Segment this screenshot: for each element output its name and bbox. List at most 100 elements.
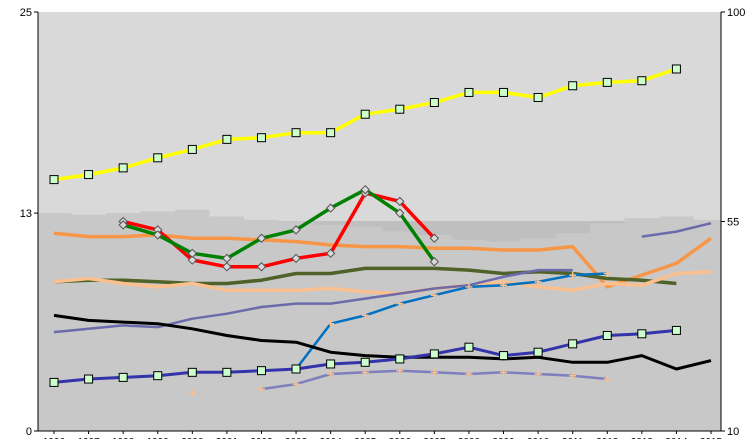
x-tick-label: 1996: [43, 437, 66, 439]
data-point-blue: [396, 300, 404, 308]
data-point-purple: [569, 372, 577, 380]
x-tick-label: 2013: [631, 437, 654, 439]
data-point-yellow: [360, 109, 370, 119]
data-point-navy: [84, 374, 94, 384]
axis-layer: 0 13 25 10 55 100 1996 1997 1998 1999 2000 2001 2002…: [20, 7, 746, 439]
x-tick-label: 2007: [423, 437, 446, 439]
data-point-isolated: [188, 388, 196, 396]
data-point-yellow: [222, 134, 232, 144]
data-point-blue: [327, 320, 335, 328]
data-point-green: [153, 230, 163, 240]
y-left-tick-label: 25: [20, 7, 32, 19]
data-point-blue: [465, 283, 473, 291]
data-point-yellow: [187, 144, 197, 154]
data-point-navy: [568, 339, 578, 349]
data-point-purple: [257, 385, 265, 393]
x-tick-label: 2002: [250, 437, 273, 439]
series-line-slateblue: [53, 221, 712, 334]
data-point-red: [187, 255, 198, 265]
marker-layer: [49, 64, 681, 396]
data-point-purple: [396, 367, 404, 375]
series-line-blue: [295, 272, 608, 370]
data-point-red: [291, 253, 301, 264]
data-point-purple: [465, 370, 473, 378]
data-point-red: [429, 233, 440, 243]
data-point-yellow: [49, 175, 59, 185]
data-point-yellow: [153, 153, 163, 163]
x-tick-label: 2015: [700, 437, 723, 439]
data-point-navy: [464, 342, 474, 352]
x-tick-label: 1998: [112, 437, 135, 439]
plot-background-upper: [38, 12, 721, 221]
data-point-navy: [326, 359, 336, 369]
data-point-purple: [361, 368, 369, 376]
data-point-green: [291, 225, 301, 235]
data-point-yellow: [256, 133, 266, 143]
x-tick-label: 2000: [181, 437, 204, 439]
data-point-navy: [395, 354, 405, 364]
data-point-navy: [49, 377, 59, 387]
data-point-navy: [429, 349, 439, 359]
x-tick-label: 2009: [492, 437, 515, 439]
y-left-tick-label: 13: [20, 208, 32, 220]
data-point-navy: [671, 325, 681, 335]
data-point-yellow: [395, 104, 405, 114]
series-line-green: [122, 187, 436, 263]
data-point-navy: [118, 372, 128, 382]
data-point-yellow: [568, 81, 578, 91]
background-area: [38, 209, 721, 431]
data-point-red: [256, 262, 267, 272]
data-point-yellow: [84, 170, 94, 180]
data-point-navy: [360, 357, 370, 367]
data-point-blue: [361, 311, 369, 319]
data-point-yellow: [671, 64, 681, 74]
background-area-shape: [38, 209, 721, 431]
data-point-navy: [637, 329, 647, 339]
x-tick-label: 2014: [665, 437, 688, 439]
data-point-navy: [533, 347, 543, 357]
data-point-navy: [187, 367, 197, 377]
data-point-yellow: [533, 92, 543, 102]
data-point-green: [187, 248, 198, 259]
x-tick-label: 2001: [216, 437, 239, 439]
data-point-yellow: [326, 128, 336, 138]
y-left-tick-label: 0: [26, 426, 32, 438]
data-point-yellow: [118, 163, 128, 173]
series-line-peach: [53, 270, 712, 296]
data-point-blue: [430, 291, 438, 299]
data-point-red: [222, 262, 232, 272]
data-point-blue: [569, 271, 577, 279]
data-point-purple: [327, 370, 335, 378]
data-point-yellow: [429, 98, 439, 108]
data-point-green: [325, 203, 336, 213]
x-tick-label: 2003: [285, 437, 308, 439]
x-tick-label: 2010: [527, 437, 550, 439]
y-right-tick-label: 55: [727, 217, 739, 229]
data-point-blue: [534, 278, 542, 286]
x-tick-label: 2012: [596, 437, 619, 439]
x-tick-label: 2011: [562, 437, 584, 439]
data-point-navy: [499, 351, 509, 361]
x-tick-label: 1999: [147, 437, 170, 439]
data-point-yellow: [637, 76, 647, 86]
data-point-navy: [602, 330, 612, 340]
data-point-green: [395, 208, 405, 218]
data-point-blue: [500, 281, 508, 289]
data-point-green: [256, 233, 267, 243]
data-point-purple: [534, 370, 542, 378]
data-point-red: [395, 196, 405, 207]
data-point-red: [325, 248, 336, 259]
data-point-yellow: [291, 128, 301, 138]
data-point-yellow: [464, 87, 474, 97]
x-tick-label: 2008: [458, 437, 481, 439]
data-point-green: [360, 184, 370, 195]
x-tick-label: 2005: [354, 437, 377, 439]
y-right-tick-label: 10: [727, 426, 739, 438]
data-point-purple: [292, 380, 300, 388]
data-point-navy: [222, 367, 232, 377]
series-line-black: [53, 313, 712, 371]
data-point-navy: [291, 364, 301, 374]
data-point-purple: [500, 368, 508, 376]
data-point-navy: [256, 366, 266, 376]
